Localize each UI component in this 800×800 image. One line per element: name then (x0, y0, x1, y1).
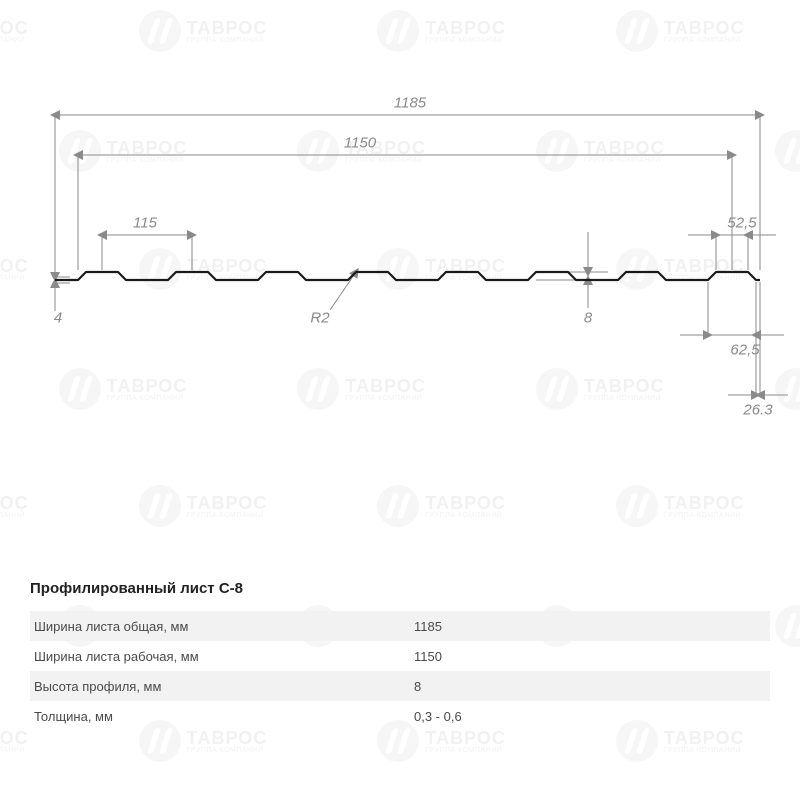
spec-row: Ширина листа общая, мм1185 (30, 611, 770, 641)
spec-label: Высота профиля, мм (30, 679, 414, 694)
spec-value: 1150 (414, 649, 594, 664)
profile-svg (0, 0, 800, 500)
watermark-cell: ТАВРОСГРУППА КОМПАНИЙ (0, 720, 29, 762)
dim-label-working_width: 1150 (344, 135, 376, 152)
dim-label-top_flat: 52,5 (727, 215, 756, 232)
spec-label: Ширина листа общая, мм (30, 619, 414, 634)
spec-value: 1185 (414, 619, 594, 634)
spec-row: Толщина, мм0,3 - 0,6 (30, 701, 770, 731)
spec-row: Высота профиля, мм8 (30, 671, 770, 701)
dim-label-pitch: 115 (133, 215, 157, 232)
spec-title: Профилированный лист С-8 (30, 580, 770, 597)
spec-table: Профилированный лист С-8 Ширина листа об… (30, 580, 770, 731)
spec-row: Ширина листа рабочая, мм1150 (30, 641, 770, 671)
profile-diagram: 1185 1150 115 52,5 62,5 26.3 4 8 R2 (0, 0, 800, 500)
spec-label: Толщина, мм (30, 709, 414, 724)
dim-label-wave_height: 8 (584, 310, 592, 327)
watermark-cell: ТАВРОСГРУППА КОМПАНИЙ (775, 605, 800, 647)
dim-label-edge_flat: 26.3 (743, 402, 772, 419)
dim-label-total_width: 1185 (394, 95, 426, 112)
spec-value: 0,3 - 0,6 (414, 709, 594, 724)
spec-value: 8 (414, 679, 594, 694)
profile-path (55, 272, 760, 280)
dim-label-bottom_span: 62,5 (730, 342, 759, 359)
dim-label-thickness: 4 (54, 310, 62, 327)
spec-label: Ширина листа рабочая, мм (30, 649, 414, 664)
dim-label-radius: R2 (310, 310, 329, 327)
